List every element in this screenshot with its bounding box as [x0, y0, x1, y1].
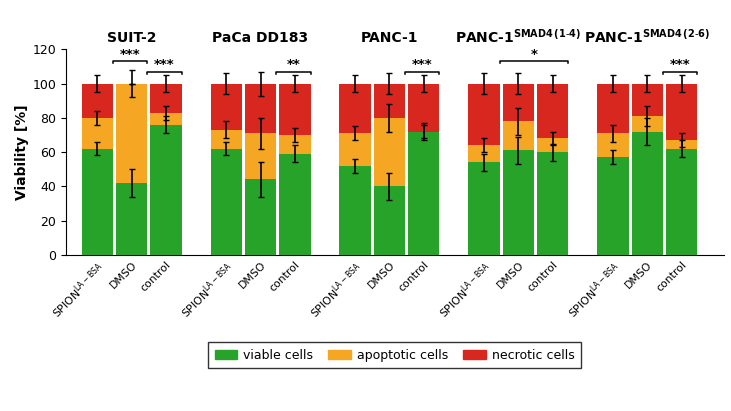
Text: **: **	[287, 58, 300, 71]
Bar	[597, 133, 629, 157]
Bar	[150, 83, 181, 113]
Bar	[115, 183, 148, 255]
Bar	[279, 154, 311, 255]
Bar	[537, 139, 569, 152]
Legend: viable cells, apoptotic cells, necrotic cells: viable cells, apoptotic cells, necrotic …	[208, 342, 581, 368]
Bar	[503, 83, 534, 121]
Bar	[597, 157, 629, 255]
Text: ***: ***	[120, 48, 140, 60]
Bar	[82, 83, 113, 118]
Bar	[503, 150, 534, 255]
Bar	[279, 83, 311, 135]
Bar	[279, 135, 311, 154]
Bar	[666, 140, 697, 149]
Text: *: *	[531, 48, 538, 60]
Bar	[374, 83, 405, 118]
Bar	[245, 83, 276, 133]
Bar	[666, 149, 697, 255]
Bar	[537, 83, 569, 139]
Bar	[503, 121, 534, 150]
Bar	[537, 152, 569, 255]
Bar	[408, 132, 439, 255]
Bar	[82, 149, 113, 255]
Bar	[632, 132, 663, 255]
Bar	[339, 166, 371, 255]
Bar	[150, 125, 181, 255]
Bar	[211, 83, 242, 130]
Bar	[211, 149, 242, 255]
Text: PANC-1$^{\mathregular{SMAD4\,(2\text{-}6)}}$: PANC-1$^{\mathregular{SMAD4\,(2\text{-}6…	[584, 27, 711, 45]
Bar	[374, 118, 405, 186]
Text: PaCa DD183: PaCa DD183	[213, 31, 308, 45]
Text: ***: ***	[154, 58, 175, 71]
Bar	[469, 162, 500, 255]
Bar	[211, 130, 242, 149]
Bar	[115, 83, 148, 183]
Y-axis label: Viability [%]: Viability [%]	[15, 104, 29, 200]
Bar	[82, 118, 113, 149]
Bar	[374, 186, 405, 255]
Text: ***: ***	[412, 58, 433, 71]
Text: ***: ***	[670, 58, 691, 71]
Bar	[245, 133, 276, 180]
Bar	[408, 83, 439, 132]
Bar	[339, 133, 371, 166]
Bar	[245, 180, 276, 255]
Bar	[339, 83, 371, 133]
Bar	[632, 116, 663, 132]
Bar	[597, 83, 629, 133]
Bar	[666, 83, 697, 140]
Bar	[469, 83, 500, 145]
Bar	[150, 113, 181, 125]
Text: PANC-1$^{\mathregular{SMAD4\,(1\text{-}4)}}$: PANC-1$^{\mathregular{SMAD4\,(1\text{-}4…	[455, 27, 581, 45]
Bar	[632, 83, 663, 116]
Bar	[469, 145, 500, 162]
Text: SUIT-2: SUIT-2	[107, 31, 156, 45]
Text: PANC-1: PANC-1	[360, 31, 418, 45]
